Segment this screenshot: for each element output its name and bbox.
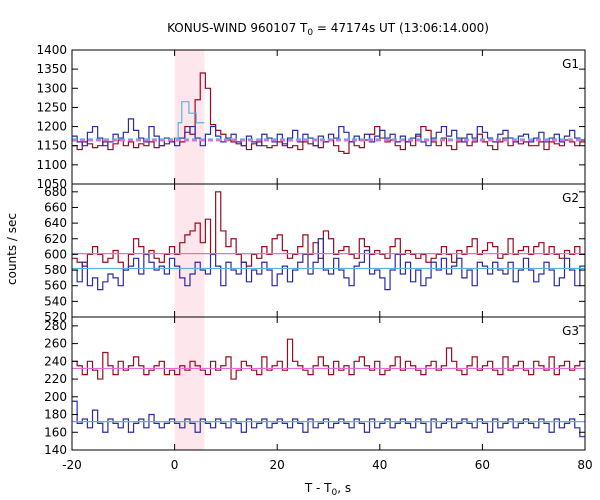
y-tick-label: 180 [44, 408, 67, 422]
panel-g3: 140 160 180 200 220 240 260 280 G3 [44, 316, 586, 457]
x-axis-ticks: -20 0 20 40 60 80 [62, 458, 592, 472]
x-tick-label: -20 [62, 458, 82, 472]
y-tick-label: 1150 [36, 139, 67, 153]
x-tick-label: 60 [475, 458, 490, 472]
x-axis-label: T - T0, s [304, 481, 351, 498]
panel-frame [71, 316, 586, 451]
panels: 1050 1100 1150 1200 1250 1300 1350 1400 G1 520 540… [36, 43, 586, 457]
series-line-red [72, 191, 585, 271]
highlight-band [174, 50, 205, 184]
chart-title: KONUS-WIND 960107 T0 = 47174s UT (13:06:… [167, 21, 489, 38]
y-tick-label: 280 [44, 319, 67, 333]
panel-label: G1 [562, 57, 579, 71]
y-tick-label: 680 [44, 185, 67, 199]
panel-label: G2 [562, 191, 579, 205]
x-tick-label: 80 [577, 458, 592, 472]
y-tick-label: 640 [44, 216, 67, 230]
y-axis-label: counts / sec [5, 213, 19, 285]
x-tick-label: 20 [270, 458, 285, 472]
y-tick-label: 660 [44, 200, 67, 214]
highlight-band [174, 184, 205, 317]
series-line-blue [72, 400, 585, 438]
y-tick-label: 1300 [36, 81, 67, 95]
y-tick-label: 620 [44, 232, 67, 246]
y-tick-label: 1200 [36, 120, 67, 134]
y-tick-label: 520 [44, 310, 67, 324]
panel-frame [71, 49, 586, 185]
bin-overlay-line [174, 101, 205, 139]
y-tick-label: 260 [44, 337, 67, 351]
y-tick-label: 240 [44, 354, 67, 368]
y-tick-label: 1100 [36, 158, 67, 172]
y-tick-label: 540 [44, 294, 67, 308]
x-tick-label: 40 [372, 458, 387, 472]
y-tick-label: 1250 [36, 100, 67, 114]
series-line-blue [72, 118, 585, 147]
panel-label: G3 [562, 324, 579, 338]
y-tick-label: 1350 [36, 62, 67, 76]
y-tick-label: 580 [44, 263, 67, 277]
y-tick-label: 600 [44, 247, 67, 261]
series-line-red [72, 338, 585, 380]
y-tick-label: 1050 [36, 177, 67, 191]
y-tick-label: 220 [44, 372, 67, 386]
y-tick-label: 160 [44, 425, 67, 439]
y-tick-label: 140 [44, 443, 67, 457]
y-tick-label: 560 [44, 279, 67, 293]
y-tick-label: 200 [44, 390, 67, 404]
y-tick-label: 1400 [36, 43, 67, 57]
x-tick-label: 0 [171, 458, 179, 472]
panel-g1: 1050 1100 1150 1200 1250 1300 1350 1400 G1 [36, 43, 586, 191]
